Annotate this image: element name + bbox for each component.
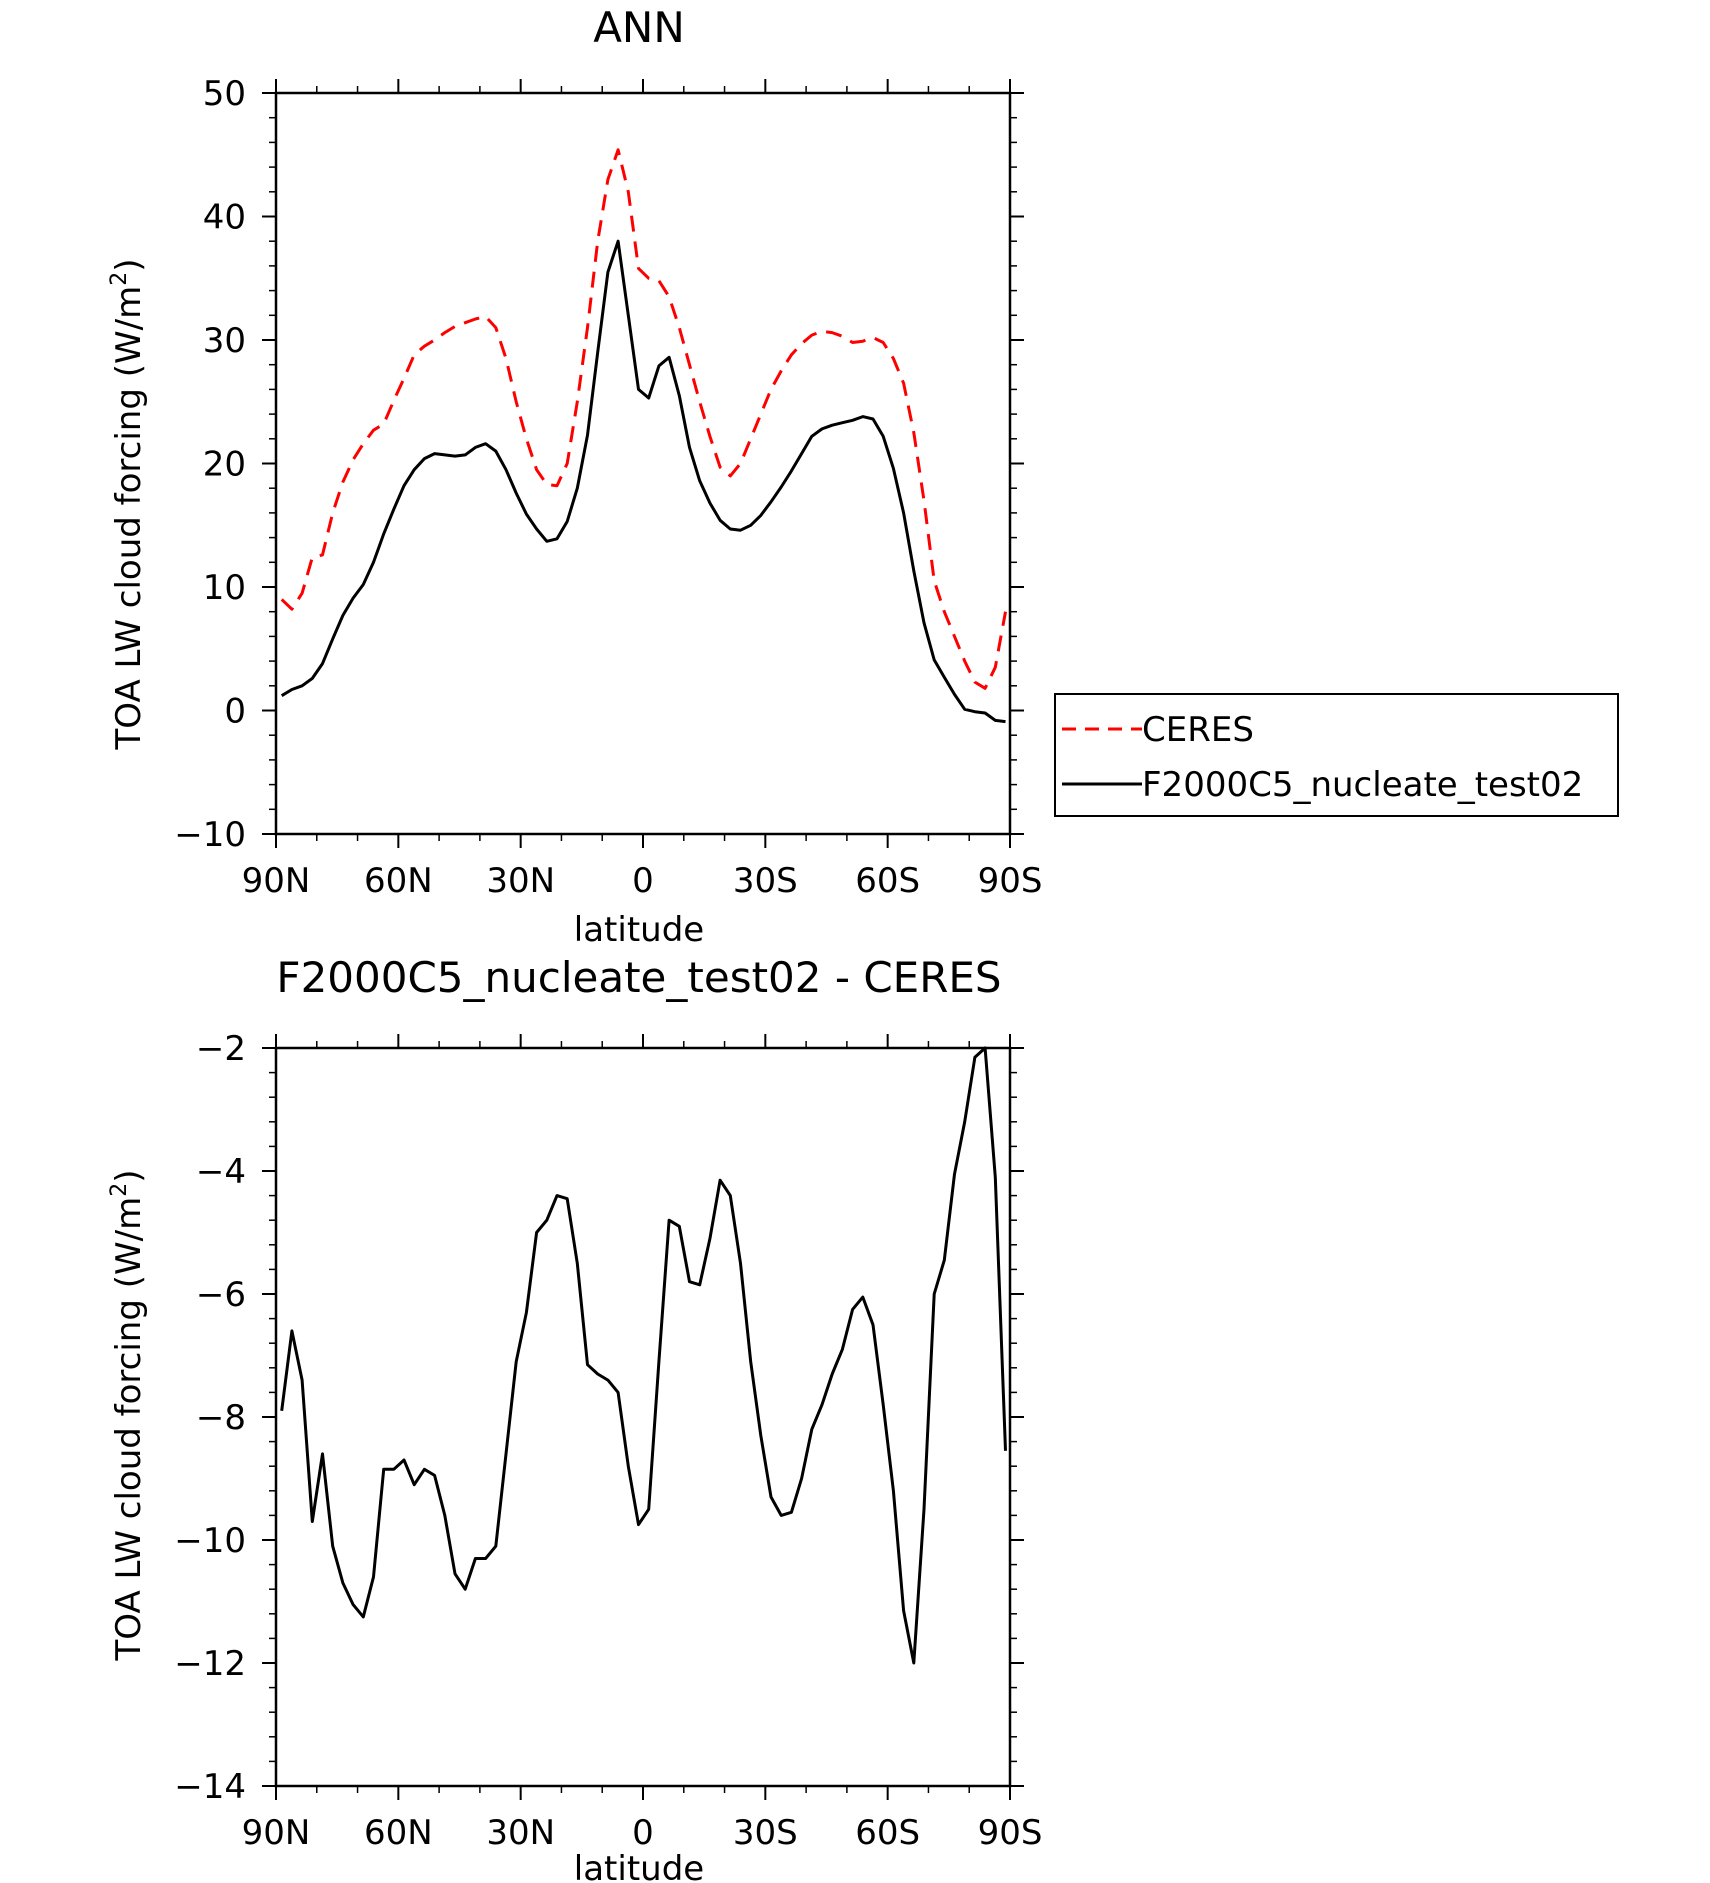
x-tick-label: 30S [733,1813,798,1853]
y-tick-label: 30 [203,321,246,361]
bottom-chart-xlabel: latitude [574,1849,704,1883]
x-tick-label: 30N [486,861,555,901]
x-tick-label: 90S [978,861,1043,901]
model-series-line [280,239,1006,724]
x-tick-label: 0 [632,1813,654,1853]
bottom-chart-ylabel: TOA LW cloud forcing (W/m2) [107,1170,149,1662]
y-tick-label: 0 [224,692,246,732]
x-tick-label: 60S [855,1813,920,1853]
x-tick-label: 90S [978,1813,1043,1853]
x-tick-label: 60S [855,861,920,901]
y-tick-label: −8 [196,1398,246,1438]
top-chart-axes: 90N 60N 30N 0 30S 60S 90S −10 0 10 20 30 40 50 [174,74,1042,901]
top-chart-panel: ANN 90N 60N 30N 0 30S 60S 90S −10 0 10 20 30 40 50 la… [107,3,1042,950]
y-tick-label: 20 [203,445,246,485]
plot-frame [274,91,1012,836]
difference-series-line [280,1046,1007,1665]
y-tick-label: −2 [196,1029,246,1069]
y-tick-label: −12 [174,1644,246,1684]
x-tick-label: 60N [364,861,433,901]
bottom-chart-axes: 90N 60N 30N 0 30S 60S 90S −14 −12 −10 −8 −6 −4 −2 [174,1029,1042,1853]
top-chart-xlabel: latitude [574,910,704,950]
legend-ceres-label: CERES [1142,710,1254,750]
legend-model-label: F2000C5_nucleate_test02 [1142,765,1583,805]
y-tick-label: −10 [174,815,246,855]
top-chart-series [280,148,1007,724]
x-tick-label: 60N [364,1813,433,1853]
top-chart-title: ANN [593,3,685,52]
y-tick-label: −4 [196,1152,246,1192]
y-tick-label: −6 [196,1275,246,1315]
legend-box [1054,693,1619,817]
x-tick-label: 30N [486,1813,555,1853]
y-tick-label: 10 [203,568,246,608]
y-tick-label: 40 [203,198,246,238]
y-tick-label: −14 [174,1767,246,1807]
x-tick-label: 90N [242,1813,311,1853]
bottom-chart-panel: F2000C5_nucleate_test02 - CERES 90N 60N 30… [107,953,1042,1883]
y-tick-label: −10 [174,1521,246,1561]
x-tick-label: 30S [733,861,798,901]
bottom-chart-series [280,1046,1007,1665]
bottom-chart-title: F2000C5_nucleate_test02 - CERES [276,953,1001,1002]
plot-frame [274,1046,1012,1788]
y-tick-label: 50 [203,74,246,114]
top-chart-ylabel: TOA LW cloud forcing (W/m2) [107,259,149,751]
x-tick-label: 90N [242,861,311,901]
ceres-series-line [280,148,1007,690]
x-tick-label: 0 [632,861,654,901]
legend: CERES F2000C5_nucleate_test02 [1054,693,1619,817]
